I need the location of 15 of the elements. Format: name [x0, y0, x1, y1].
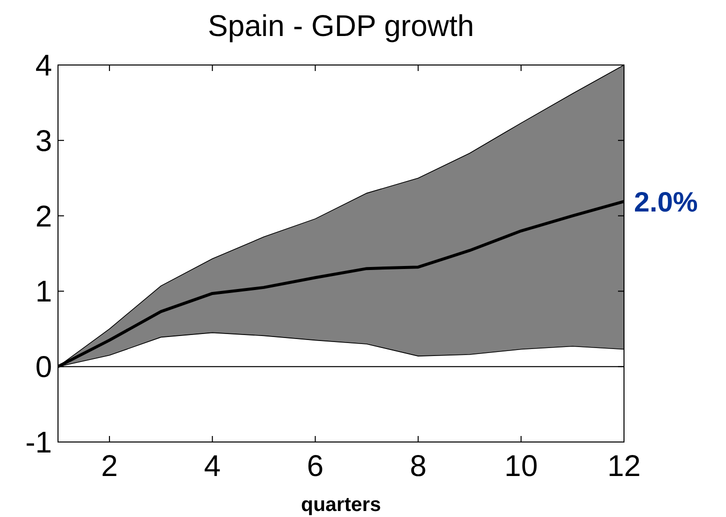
- y-tick-label: 4: [35, 50, 52, 82]
- text: 2.0%: [634, 186, 698, 218]
- y-tick-label: 1: [35, 276, 52, 309]
- y-tick-label: 2: [35, 200, 52, 234]
- x-tick-label: 2: [101, 450, 118, 483]
- y-tick-label: 3: [35, 124, 52, 158]
- y-tick-label: 0: [35, 351, 52, 384]
- x-axis-title: quarters: [300, 494, 382, 516]
- x-tick-label: 8: [410, 450, 427, 483]
- x-tick-label: 4: [204, 450, 221, 483]
- y-tick-label: -1: [25, 426, 52, 460]
- x-tick-label: 6: [306, 450, 324, 483]
- x-tick-label: 10: [504, 450, 538, 483]
- chart-title: Spain - GDP growth: [208, 10, 474, 43]
- x-tick-label: 12: [607, 450, 641, 483]
